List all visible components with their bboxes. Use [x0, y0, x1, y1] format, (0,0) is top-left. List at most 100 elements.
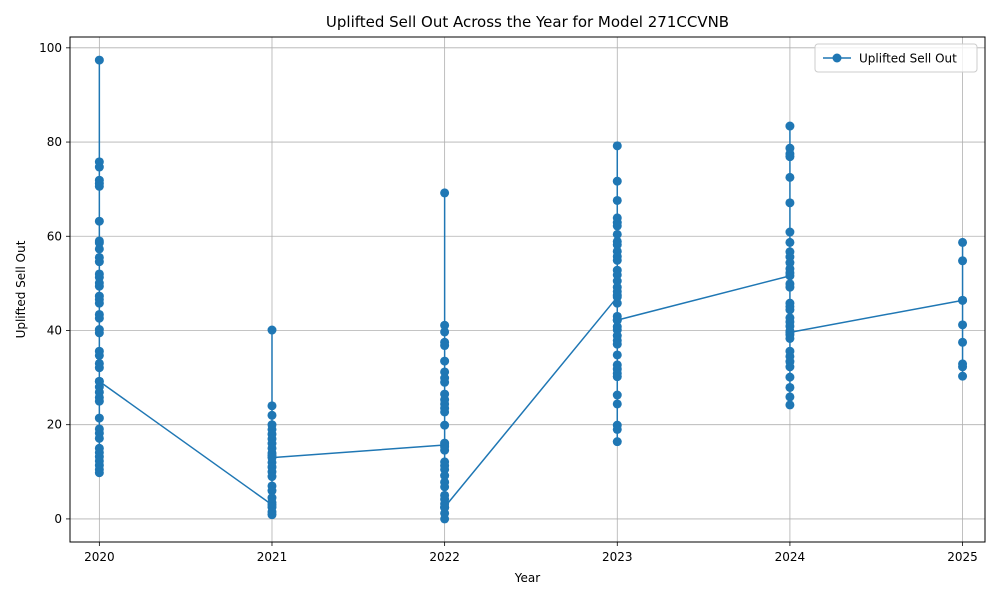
data-point — [94, 396, 104, 406]
data-point — [94, 350, 104, 360]
data-point — [267, 486, 277, 496]
data-point — [785, 362, 795, 372]
data-point — [612, 315, 622, 325]
data-point — [440, 420, 450, 430]
data-point — [440, 377, 450, 387]
data-point — [785, 268, 795, 278]
data-point — [267, 401, 277, 411]
data-point — [958, 295, 968, 305]
x-tick-label: 2024 — [775, 550, 806, 564]
y-tick-label: 60 — [47, 229, 62, 243]
data-point — [958, 371, 968, 381]
data-point — [785, 237, 795, 247]
data-point — [612, 255, 622, 265]
x-tick-label: 2021 — [257, 550, 288, 564]
data-point — [958, 320, 968, 330]
data-point — [94, 328, 104, 338]
y-tick-label: 40 — [47, 323, 62, 337]
data-point — [612, 141, 622, 151]
legend-marker-swatch — [832, 53, 842, 63]
x-tick-label: 2022 — [429, 550, 460, 564]
series-layer — [94, 55, 968, 524]
data-point — [612, 399, 622, 409]
data-point — [612, 437, 622, 447]
data-point — [612, 390, 622, 400]
legend-box — [814, 43, 978, 73]
data-point — [94, 413, 104, 423]
data-point — [785, 198, 795, 208]
data-point — [440, 320, 450, 330]
data-point — [612, 339, 622, 349]
data-point — [440, 356, 450, 366]
data-point — [612, 350, 622, 360]
data-point — [785, 392, 795, 402]
data-point — [785, 152, 795, 162]
data-point — [94, 281, 104, 291]
data-point — [94, 313, 104, 323]
data-point — [612, 176, 622, 186]
data-point — [440, 188, 450, 198]
x-axis-label: Year — [514, 571, 540, 585]
data-point — [612, 195, 622, 205]
data-point — [94, 298, 104, 308]
data-point — [267, 453, 277, 463]
x-tick-label: 2023 — [602, 550, 633, 564]
data-point — [440, 471, 450, 481]
y-tick-label: 100 — [39, 41, 62, 55]
data-point — [440, 341, 450, 351]
data-point — [785, 227, 795, 237]
x-tick-label: 2025 — [947, 550, 978, 564]
data-point — [612, 298, 622, 308]
data-point — [958, 337, 968, 347]
data-point — [785, 400, 795, 410]
data-point — [958, 362, 968, 372]
data-point — [94, 216, 104, 226]
data-point — [785, 172, 795, 182]
data-point — [785, 382, 795, 392]
data-point — [612, 424, 622, 434]
data-point — [94, 363, 104, 373]
data-point — [440, 482, 450, 492]
data-point — [785, 282, 795, 292]
data-point — [267, 410, 277, 420]
y-tick-label: 0 — [54, 512, 62, 526]
data-point — [612, 229, 622, 239]
data-point — [612, 221, 622, 231]
data-point — [94, 376, 104, 386]
data-point — [267, 510, 277, 520]
data-point — [612, 240, 622, 250]
data-point — [94, 55, 104, 65]
data-point — [958, 237, 968, 247]
legend-label: Uplifted Sell Out — [859, 52, 957, 66]
data-point — [785, 327, 795, 337]
data-point — [785, 305, 795, 315]
data-point — [440, 407, 450, 417]
data-point — [94, 468, 104, 478]
data-point — [94, 244, 104, 254]
chart-title: Uplifted Sell Out Across the Year for Mo… — [326, 13, 729, 31]
data-point — [440, 327, 450, 337]
y-axis-label: Uplifted Sell Out — [14, 240, 28, 338]
data-point — [94, 433, 104, 443]
data-point — [612, 372, 622, 382]
axis-ticks: 2020 2021 2022 2023 2024 2025 0 20 40 60 80 100 — [39, 41, 978, 564]
data-point — [267, 325, 277, 335]
data-point — [94, 162, 104, 172]
legend: Uplifted Sell Out — [814, 43, 978, 73]
data-point — [94, 181, 104, 191]
y-tick-label: 20 — [47, 418, 62, 432]
data-point — [267, 472, 277, 482]
data-point — [94, 257, 104, 267]
data-point — [440, 445, 450, 455]
data-point — [440, 514, 450, 524]
x-tick-label: 2020 — [84, 550, 115, 564]
data-point — [785, 121, 795, 131]
data-point — [440, 502, 450, 512]
y-tick-label: 80 — [47, 135, 62, 149]
plot-frame — [69, 36, 986, 543]
data-point — [612, 290, 622, 300]
data-point — [785, 372, 795, 382]
